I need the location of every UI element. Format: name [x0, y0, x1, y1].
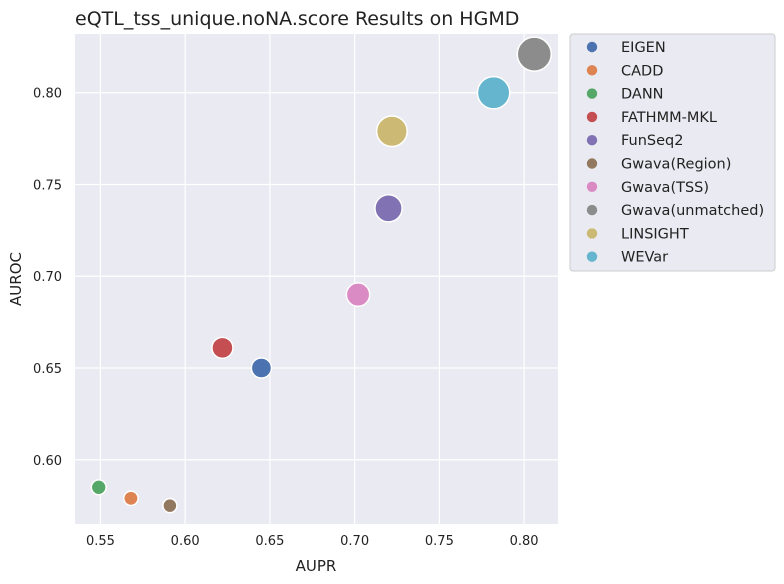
legend-label: Gwava(TSS)	[621, 180, 709, 196]
data-point-fathmm-mkl	[211, 336, 234, 360]
legend-label: EIGEN	[621, 40, 666, 56]
y-tick-label: 0.70	[33, 270, 62, 285]
legend-marker	[586, 88, 598, 99]
legend-marker	[586, 204, 598, 216]
legend-label: Gwava(unmatched)	[621, 203, 764, 219]
y-tick-labels: 0.60 0.65 0.70 0.75 0.80	[33, 87, 62, 469]
x-tick-label: 0.60	[171, 534, 200, 549]
legend-label: FATHMM-MKL	[621, 110, 717, 126]
legend-label: WEVar	[621, 250, 668, 266]
legend-box	[569, 33, 776, 272]
data-point-wevar	[476, 75, 511, 110]
y-tick-label: 0.75	[33, 178, 62, 193]
legend-marker	[586, 135, 598, 146]
legend-label: LINSIGHT	[621, 226, 689, 242]
legend-marker	[586, 228, 598, 239]
y-tick-label: 0.60	[33, 454, 62, 469]
legend-marker	[586, 111, 598, 123]
legend-marker	[586, 65, 598, 76]
legend-marker	[586, 41, 598, 53]
x-tick-label: 0.55	[86, 534, 115, 549]
x-tick-label: 0.80	[510, 534, 539, 549]
data-point-linsight	[375, 115, 408, 148]
x-tick-label: 0.65	[255, 534, 284, 549]
data-point-cadd	[123, 490, 139, 507]
legend: EIGEN CADD DANN FATHMM-MKL FunSeq2 Gwava(Regi…	[586, 40, 764, 266]
data-point-gwava-unmatched	[516, 36, 553, 72]
plot-area	[75, 34, 558, 524]
legend-label: Gwava(Region)	[621, 157, 731, 173]
data-point-dann	[90, 479, 107, 496]
y-axis-label: AUROC	[7, 252, 25, 306]
data-point-eigen	[250, 357, 273, 379]
legend-label: CADD	[621, 63, 663, 79]
legend-marker	[586, 181, 598, 192]
legend-marker	[586, 158, 598, 169]
x-tick-label: 0.75	[425, 534, 454, 549]
chart-title: eQTL_tss_unique.noNA.score Results on HG…	[75, 8, 519, 30]
x-axis-label: AUPR	[296, 557, 337, 575]
y-tick-label: 0.65	[33, 362, 62, 377]
data-point-gwava-region	[162, 497, 178, 514]
data-point-gwava-tss	[345, 282, 371, 308]
legend-label: DANN	[621, 87, 664, 103]
data-point-funseq2	[374, 194, 403, 223]
legend-marker	[586, 251, 598, 262]
data-points	[90, 36, 553, 514]
y-tick-label: 0.80	[33, 87, 62, 102]
x-tick-label: 0.70	[340, 534, 369, 549]
legend-label: FunSeq2	[621, 133, 683, 149]
x-tick-labels: 0.55 0.60 0.65 0.70 0.75 0.80	[86, 534, 539, 549]
